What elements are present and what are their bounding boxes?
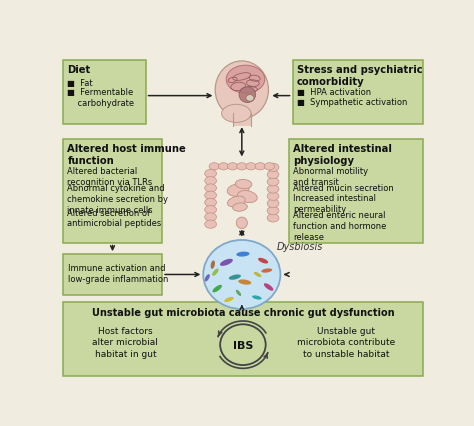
Ellipse shape — [261, 269, 272, 273]
Ellipse shape — [252, 296, 262, 300]
Ellipse shape — [210, 261, 215, 269]
Text: Altered enteric neural
function and hormone
release: Altered enteric neural function and horm… — [293, 211, 387, 241]
Ellipse shape — [205, 184, 217, 193]
Text: Unstable gut microbiota cause chronic gut dysfunction: Unstable gut microbiota cause chronic gu… — [91, 307, 394, 317]
Ellipse shape — [237, 252, 249, 257]
Ellipse shape — [220, 259, 233, 266]
Text: ■  HPA activation: ■ HPA activation — [297, 88, 371, 97]
Ellipse shape — [258, 258, 268, 264]
Ellipse shape — [267, 185, 279, 194]
FancyBboxPatch shape — [63, 302, 423, 376]
Text: ■  Fat: ■ Fat — [67, 78, 93, 87]
Ellipse shape — [209, 163, 219, 170]
Text: Stress and psychiatric
comorbidity: Stress and psychiatric comorbidity — [297, 65, 422, 87]
Text: IBS: IBS — [233, 340, 253, 350]
Circle shape — [203, 240, 281, 309]
Ellipse shape — [237, 163, 247, 170]
Text: Altered host immune
function: Altered host immune function — [67, 144, 186, 166]
Ellipse shape — [246, 95, 254, 102]
Ellipse shape — [267, 178, 279, 187]
Ellipse shape — [205, 170, 217, 178]
Ellipse shape — [267, 164, 279, 172]
Ellipse shape — [236, 180, 252, 189]
FancyBboxPatch shape — [292, 61, 423, 125]
Ellipse shape — [229, 275, 241, 280]
Ellipse shape — [267, 207, 279, 215]
Ellipse shape — [267, 171, 279, 179]
Text: ■  Sympathetic activation: ■ Sympathetic activation — [297, 98, 407, 107]
Ellipse shape — [205, 177, 217, 185]
Ellipse shape — [236, 290, 241, 296]
FancyBboxPatch shape — [63, 254, 162, 296]
Ellipse shape — [267, 200, 279, 208]
Ellipse shape — [212, 269, 219, 276]
Ellipse shape — [228, 163, 238, 170]
Ellipse shape — [267, 214, 279, 222]
Ellipse shape — [205, 192, 217, 200]
Ellipse shape — [219, 163, 228, 170]
Text: ■  Fermentable
    carbohydrate: ■ Fermentable carbohydrate — [67, 88, 135, 108]
Ellipse shape — [233, 204, 247, 212]
Ellipse shape — [227, 184, 249, 197]
Text: Host factors
alter microbial
habitat in gut: Host factors alter microbial habitat in … — [92, 326, 158, 358]
Ellipse shape — [226, 66, 265, 94]
Text: Diet: Diet — [67, 65, 91, 75]
Text: Altered bacterial
recognition via TLRs: Altered bacterial recognition via TLRs — [67, 167, 153, 187]
Ellipse shape — [239, 87, 255, 103]
Ellipse shape — [246, 163, 256, 170]
Ellipse shape — [212, 285, 222, 293]
Ellipse shape — [205, 213, 217, 222]
FancyBboxPatch shape — [63, 140, 162, 243]
Ellipse shape — [264, 284, 273, 291]
Ellipse shape — [264, 163, 274, 170]
Text: Unstable gut
microbiota contribute
to unstable habitat: Unstable gut microbiota contribute to un… — [297, 326, 395, 358]
Ellipse shape — [255, 163, 265, 170]
Text: Abnormal cytokine and
chemokine secretion by
innate immune cells: Abnormal cytokine and chemokine secretio… — [67, 184, 168, 214]
FancyBboxPatch shape — [63, 61, 146, 125]
Ellipse shape — [237, 218, 247, 229]
Text: Abnormal motility
and transit: Abnormal motility and transit — [293, 167, 368, 187]
Ellipse shape — [205, 221, 217, 229]
Ellipse shape — [224, 297, 234, 302]
Text: Dysbiosis: Dysbiosis — [277, 242, 323, 252]
Text: Altered intestinal
physiology: Altered intestinal physiology — [293, 144, 392, 166]
FancyBboxPatch shape — [289, 140, 423, 243]
FancyBboxPatch shape — [233, 109, 251, 127]
Ellipse shape — [238, 280, 251, 285]
Text: Altered secretion of
antimicrobial peptides: Altered secretion of antimicrobial pepti… — [67, 208, 162, 228]
Text: Increased intestinal
permeability: Increased intestinal permeability — [293, 194, 376, 213]
Text: Immune activation and
low-grade inflammation: Immune activation and low-grade inflamma… — [68, 263, 168, 283]
Ellipse shape — [222, 105, 251, 123]
Ellipse shape — [228, 197, 245, 207]
Ellipse shape — [267, 193, 279, 201]
Ellipse shape — [254, 272, 261, 277]
Ellipse shape — [205, 206, 217, 214]
Text: Altered mucin secretion: Altered mucin secretion — [293, 184, 394, 193]
Ellipse shape — [215, 62, 268, 119]
Ellipse shape — [205, 199, 217, 207]
Ellipse shape — [237, 191, 257, 203]
Ellipse shape — [205, 274, 210, 282]
